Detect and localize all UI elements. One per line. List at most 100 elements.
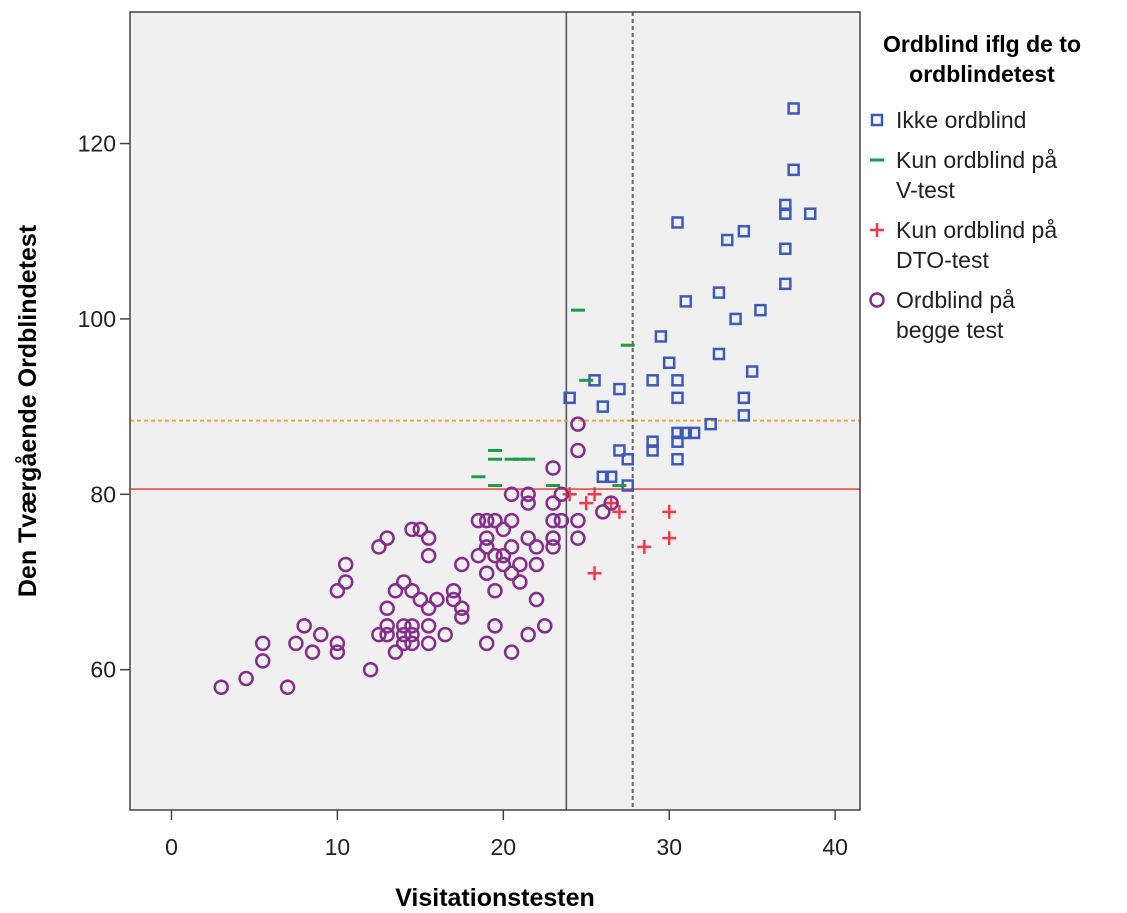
reference-lines — [130, 12, 860, 810]
y-axis-title: Den Tværgående Ordblindetest — [14, 224, 42, 597]
x-axis-title: Visitationstesten — [395, 884, 595, 912]
point-begge — [570, 416, 586, 432]
point-begge — [495, 547, 512, 564]
point-begge — [404, 521, 420, 538]
point-begge — [545, 539, 561, 555]
point-begge — [478, 512, 495, 529]
point-kunDTO — [662, 504, 677, 519]
point-begge — [528, 556, 545, 573]
point-begge — [487, 512, 503, 529]
point-ikke — [671, 216, 684, 229]
point-ikke — [563, 391, 576, 405]
legend-label-kunV: V-test — [896, 177, 955, 203]
point-begge — [520, 495, 536, 511]
point-ikke — [671, 435, 684, 448]
x-tick-label: 0 — [165, 834, 178, 860]
point-begge — [570, 442, 586, 459]
point-ikke — [646, 444, 659, 457]
y-tick-label: 60 — [90, 657, 116, 683]
point-kunDTO — [579, 496, 594, 511]
x-tick-label: 30 — [656, 834, 682, 860]
x-tick-label: 40 — [822, 834, 848, 860]
legend-item-ikke: Ikke ordblind — [870, 107, 1026, 133]
series-ikke — [563, 102, 817, 492]
legend-title-line-2: ordblindetest — [909, 61, 1055, 87]
point-begge — [362, 661, 379, 678]
y-axis: 60 80 100 120 — [78, 131, 130, 683]
point-ikke — [779, 242, 792, 256]
point-begge — [570, 512, 586, 529]
point-begge — [387, 583, 404, 599]
point-begge — [337, 556, 354, 573]
point-begge — [537, 618, 553, 634]
point-ikke — [712, 347, 726, 361]
point-begge — [420, 635, 437, 652]
point-begge — [545, 530, 561, 546]
point-begge — [520, 626, 536, 643]
point-ikke — [721, 233, 734, 247]
point-ikke — [704, 417, 717, 431]
x-tick-label: 20 — [490, 834, 516, 860]
point-begge — [495, 556, 512, 573]
point-begge — [512, 556, 528, 573]
point-begge — [503, 539, 520, 555]
point-ikke — [779, 277, 792, 291]
point-begge — [420, 530, 437, 546]
point-begge — [254, 653, 271, 669]
point-begge — [404, 583, 420, 599]
point-begge — [420, 618, 437, 634]
y-tick-label: 80 — [90, 481, 116, 507]
legend-label-kunDTO: DTO-test — [896, 247, 989, 273]
point-begge — [478, 530, 495, 546]
point-kunDTO — [637, 539, 652, 554]
x-tick-label: 10 — [325, 834, 351, 860]
point-begge — [495, 521, 512, 538]
point-ikke — [604, 470, 618, 484]
point-begge — [396, 574, 412, 590]
legend: Ordblind iflg de to ordblindetest Ikke o… — [869, 31, 1081, 343]
point-begge — [329, 644, 346, 660]
point-begge — [445, 583, 462, 599]
point-kunDTO — [612, 504, 627, 519]
point-begge — [396, 626, 412, 643]
point-begge — [371, 626, 387, 643]
point-begge — [396, 635, 412, 652]
point-begge — [429, 591, 445, 608]
legend-label-kunV: Kun ordblind på — [896, 147, 1057, 173]
legend-label-begge: Ordblind på — [896, 287, 1015, 313]
point-ikke — [596, 470, 610, 484]
point-begge — [404, 635, 420, 652]
data-points — [213, 102, 817, 695]
point-ikke — [712, 286, 726, 299]
point-begge — [337, 574, 354, 590]
point-ikke — [737, 409, 751, 422]
point-begge — [470, 547, 487, 564]
point-begge — [487, 547, 503, 564]
point-ikke — [737, 224, 751, 238]
point-begge — [545, 512, 561, 529]
point-ikke — [654, 330, 668, 343]
point-ikke — [679, 426, 693, 440]
legend-label-ikke: Ikke ordblind — [896, 107, 1026, 133]
point-begge — [545, 460, 561, 476]
point-begge — [404, 626, 420, 643]
point-kunDTO — [562, 487, 577, 502]
point-ikke — [646, 374, 659, 387]
legend-marker-begge — [869, 292, 885, 308]
point-begge — [603, 495, 619, 511]
legend-marker-kunDTO — [870, 223, 884, 237]
series-kunV — [471, 308, 635, 488]
point-begge — [553, 512, 570, 529]
y-tick-label: 120 — [78, 131, 116, 157]
point-ikke — [787, 102, 800, 115]
x-axis: 0 10 20 30 40 — [165, 810, 848, 860]
point-ikke — [779, 207, 792, 220]
point-begge — [553, 486, 570, 503]
point-begge — [528, 539, 545, 555]
point-begge — [437, 626, 453, 643]
point-begge — [503, 486, 520, 503]
point-kunDTO — [587, 566, 602, 581]
point-begge — [412, 591, 429, 608]
point-begge — [329, 583, 346, 599]
